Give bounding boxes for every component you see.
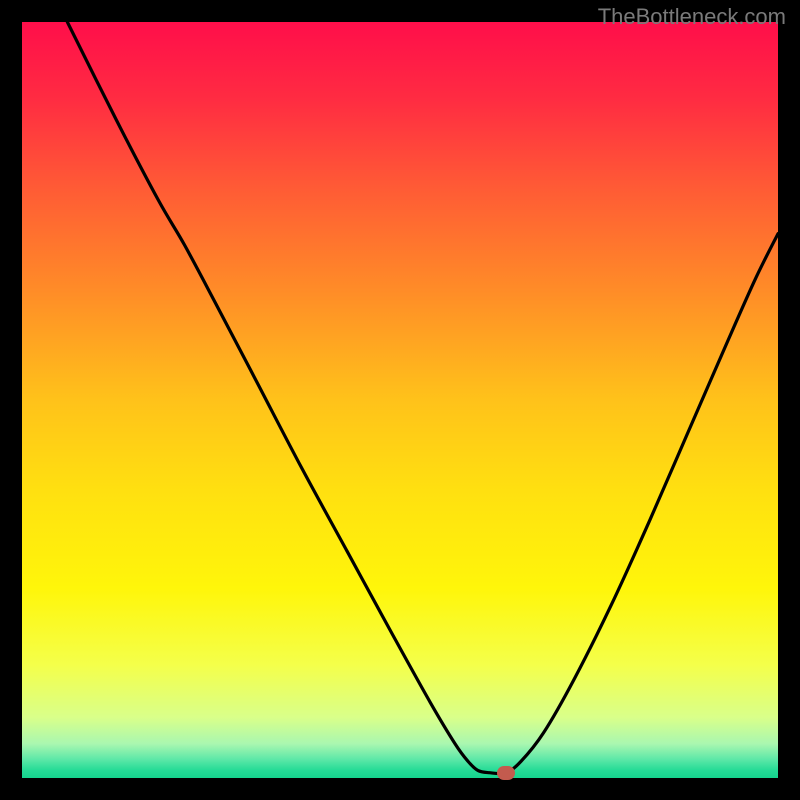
chart-container: TheBottleneck.com: [0, 0, 800, 800]
curve-path: [67, 22, 778, 774]
optimal-point-marker: [497, 766, 515, 780]
bottleneck-curve: [22, 22, 778, 778]
watermark-text: TheBottleneck.com: [598, 4, 786, 30]
plot-area: [22, 22, 778, 778]
